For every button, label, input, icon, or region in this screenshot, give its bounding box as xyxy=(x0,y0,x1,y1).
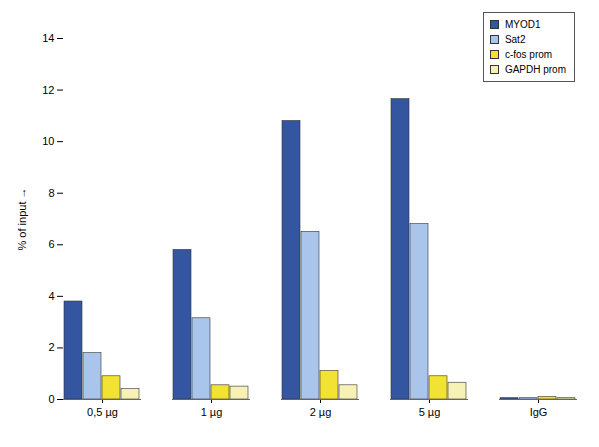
svg-text:5 µg: 5 µg xyxy=(419,406,441,418)
svg-text:1 µg: 1 µg xyxy=(201,406,223,418)
svg-text:% of input →: % of input → xyxy=(16,188,28,251)
svg-text:14: 14 xyxy=(42,32,54,44)
svg-text:0: 0 xyxy=(48,393,54,405)
html-text:c-fos prom: c-fos prom xyxy=(504,49,553,60)
html-text:Sat2: Sat2 xyxy=(504,34,526,45)
html-text:MYOD1: MYOD1 xyxy=(504,19,541,30)
svg-text:IgG: IgG xyxy=(530,406,548,418)
svg-text:10: 10 xyxy=(42,135,54,147)
svg-text:0,5 µg: 0,5 µg xyxy=(87,406,118,418)
html-text:GAPDH prom: GAPDH prom xyxy=(504,64,566,75)
svg-text:4: 4 xyxy=(48,290,54,302)
svg-text:12: 12 xyxy=(42,84,54,96)
svg-text:6: 6 xyxy=(48,238,54,250)
svg-text:2: 2 xyxy=(48,341,54,353)
svg-text:2 µg: 2 µg xyxy=(310,406,332,418)
svg-text:8: 8 xyxy=(48,187,54,199)
